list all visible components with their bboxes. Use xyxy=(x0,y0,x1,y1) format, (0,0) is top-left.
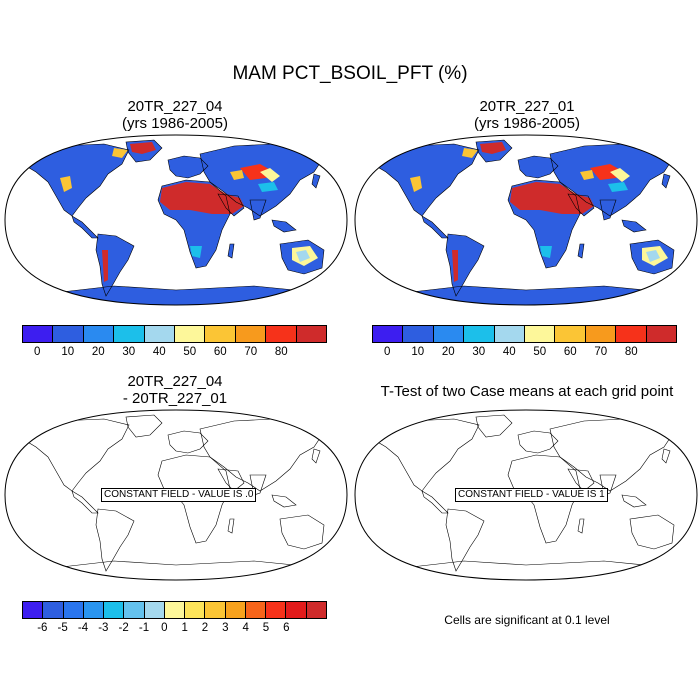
colorbar-swatch xyxy=(245,602,267,618)
colorbar-swatch xyxy=(235,326,267,342)
colorbar-swatch xyxy=(83,602,105,618)
map-top-left xyxy=(4,134,348,306)
colorbar-swatch xyxy=(53,326,84,342)
colorbar-tick-label: -4 xyxy=(77,622,89,634)
colorbar-tick-label: 0 xyxy=(34,346,41,358)
constant-field-label: CONSTANT FIELD - VALUE IS 1 xyxy=(455,488,608,502)
colorbar-tick-label: 40 xyxy=(502,346,516,358)
colorbar-swatch xyxy=(63,602,84,618)
colorbar-swatch xyxy=(646,326,677,342)
colorbar-tick-label: 80 xyxy=(274,346,288,358)
colorbar-tick-label: 4 xyxy=(242,622,249,634)
significance-note: Cells are significant at 0.1 level xyxy=(444,613,610,627)
colorbar-swatch xyxy=(205,602,226,618)
colorbar-tick-label: 50 xyxy=(183,346,197,358)
colorbar-tick-label: -3 xyxy=(98,622,109,634)
panel-title-line1: 20TR_227_04 xyxy=(127,373,223,390)
panel-title-line1: 20TR_227_01 xyxy=(479,98,575,115)
colorbar-swatch xyxy=(616,326,647,342)
colorbar-top-right xyxy=(372,325,677,343)
panel-title-bottom-left: 20TR_227_04 - 20TR_227_01 xyxy=(0,373,350,407)
colorbar-swatch xyxy=(525,326,556,342)
colorbar-tick-label: -5 xyxy=(57,622,68,634)
colorbar-tick-label: -2 xyxy=(118,622,129,634)
colorbar-tick-label: 6 xyxy=(283,622,290,634)
colorbar-swatch xyxy=(144,602,165,618)
map-top-right xyxy=(354,134,698,306)
panel-title-top-right: 20TR_227_01 (yrs 1986-2005) xyxy=(354,98,700,132)
colorbar-swatch xyxy=(403,326,434,342)
colorbar-tick-label: 10 xyxy=(61,346,75,358)
colorbar-swatch xyxy=(144,326,176,342)
panel-title-line1: T-Test of two Case means at each grid po… xyxy=(380,383,674,400)
colorbar-tick-label: 10 xyxy=(411,346,425,358)
panel-title-line2: (yrs 1986-2005) xyxy=(474,115,580,132)
panel-title-line1: 20TR_227_04 xyxy=(127,98,223,115)
colorbar-swatch xyxy=(433,326,465,342)
colorbar-swatch xyxy=(185,602,206,618)
panel-title-line2: - 20TR_227_01 xyxy=(122,390,228,407)
colorbar-swatch xyxy=(104,602,125,618)
colorbar-swatch xyxy=(555,326,586,342)
colorbar-tick-label: 0 xyxy=(384,346,391,358)
colorbar-tick-label: 40 xyxy=(152,346,166,358)
panel-title-line2: (yrs 1986-2005) xyxy=(122,115,228,132)
colorbar-tick-label: 2 xyxy=(201,622,209,634)
colorbar-tick-label: 20 xyxy=(91,346,105,358)
colorbar-swatch xyxy=(225,602,246,618)
figure-title: MAM PCT_BSOIL_PFT (%) xyxy=(232,63,468,84)
colorbar-swatch xyxy=(296,326,327,342)
colorbar-swatch xyxy=(164,602,186,618)
colorbar-tick-label: 20 xyxy=(441,346,455,358)
colorbar-tick-label: 30 xyxy=(472,346,486,358)
colorbar-swatch xyxy=(306,602,326,618)
colorbar-swatch xyxy=(175,326,206,342)
colorbar-swatch xyxy=(205,326,236,342)
colorbar-swatch xyxy=(23,326,54,342)
colorbar-tick-label: 70 xyxy=(594,346,608,358)
colorbar-tick-label: 70 xyxy=(244,346,258,358)
colorbar-tick-label: 30 xyxy=(122,346,136,358)
colorbar-swatch xyxy=(83,326,115,342)
colorbar-tick-label: 50 xyxy=(533,346,547,358)
colorbar-swatch xyxy=(286,602,307,618)
colorbar-swatch xyxy=(124,602,145,618)
colorbar-diff xyxy=(22,601,327,619)
colorbar-tick-label: 60 xyxy=(213,346,227,358)
colorbar-top-left xyxy=(22,325,327,343)
colorbar-tick-label: -6 xyxy=(37,622,48,634)
colorbar-tick-label: -1 xyxy=(138,622,150,634)
colorbar-tick-label: 5 xyxy=(262,622,270,634)
colorbar-tick-label: 3 xyxy=(222,622,229,634)
panel-title-bottom-right: T-Test of two Case means at each grid po… xyxy=(354,383,700,400)
constant-field-label: CONSTANT FIELD - VALUE IS .0 xyxy=(101,488,257,502)
colorbar-swatch xyxy=(266,326,297,342)
colorbar-swatch xyxy=(494,326,526,342)
colorbar-tick-label: 60 xyxy=(563,346,577,358)
colorbar-tick-label: 0 xyxy=(161,622,168,634)
colorbar-swatch xyxy=(373,326,404,342)
panel-title-top-left: 20TR_227_04 (yrs 1986-2005) xyxy=(0,98,350,132)
colorbar-swatch xyxy=(114,326,145,342)
colorbar-tick-label: 1 xyxy=(181,622,188,634)
colorbar-swatch xyxy=(43,602,64,618)
colorbar-swatch xyxy=(464,326,495,342)
colorbar-swatch xyxy=(23,602,44,618)
colorbar-swatch xyxy=(585,326,617,342)
colorbar-tick-label: 80 xyxy=(624,346,638,358)
colorbar-swatch xyxy=(266,602,287,618)
